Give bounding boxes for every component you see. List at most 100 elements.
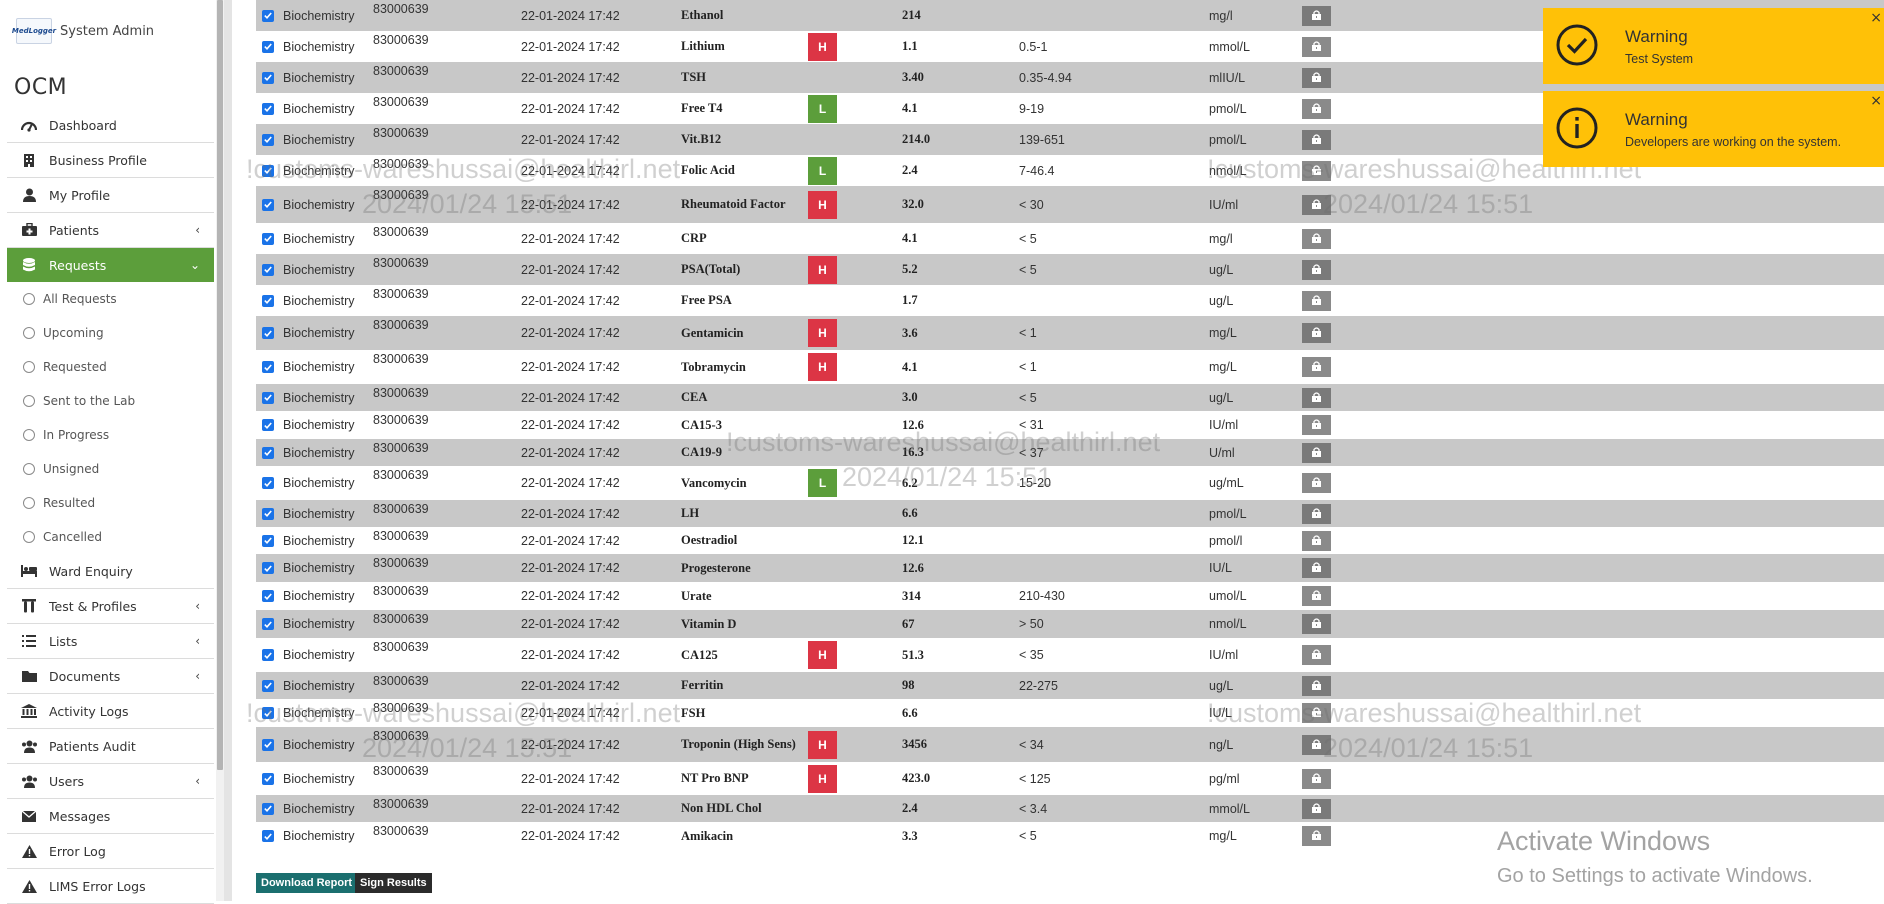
- row-checkbox[interactable]: [262, 477, 274, 489]
- brand[interactable]: MedLogger System Admin: [12, 16, 155, 46]
- close-icon[interactable]: ×: [1870, 10, 1882, 26]
- row-checkbox[interactable]: [262, 772, 274, 785]
- sidebar-subitem-in-progress[interactable]: In Progress: [7, 418, 214, 452]
- row-action-cell: [1302, 795, 1331, 822]
- row-action-button[interactable]: [1302, 259, 1331, 280]
- row-checkbox[interactable]: [262, 507, 274, 520]
- date-cell: 22-01-2024 17:42: [521, 293, 620, 308]
- row-checkbox[interactable]: [262, 738, 274, 751]
- sign-results-button[interactable]: Sign Results: [355, 873, 432, 893]
- row-action-button[interactable]: [1302, 614, 1331, 634]
- row-action-button[interactable]: [1302, 734, 1331, 755]
- row-checkbox[interactable]: [262, 649, 274, 661]
- table-row: Biochemistry 83000639 22-01-2024 17:42 Prog…: [256, 554, 1884, 582]
- row-action-button[interactable]: [1302, 67, 1331, 88]
- row-action-button[interactable]: [1302, 703, 1331, 723]
- sidebar-item-users[interactable]: Users ‹: [7, 764, 214, 799]
- sidebar-item-my-profile[interactable]: My Profile: [7, 178, 214, 213]
- department-cell: Biochemistry: [283, 706, 355, 720]
- row-action-button[interactable]: [1302, 323, 1331, 343]
- row-action-button[interactable]: [1302, 768, 1331, 789]
- row-action-button[interactable]: [1302, 473, 1331, 493]
- sidebar-item-messages[interactable]: Messages: [7, 799, 214, 834]
- row-checkbox[interactable]: [262, 133, 274, 146]
- sidebar-scrollbar[interactable]: [216, 0, 224, 901]
- sidebar-subitem-unsigned[interactable]: Unsigned: [7, 452, 214, 486]
- reference-range-cell: 0.5-1: [1019, 39, 1048, 54]
- download-report-button[interactable]: Download Report: [256, 873, 358, 893]
- row-action-button[interactable]: [1302, 503, 1331, 524]
- row-checkbox[interactable]: [262, 618, 274, 630]
- row-action-button[interactable]: [1302, 129, 1331, 150]
- unit-cell: U/ml: [1209, 445, 1235, 460]
- sidebar-item-error-log[interactable]: Error Log: [7, 834, 214, 869]
- row-checkbox[interactable]: [262, 830, 274, 842]
- row-action-button[interactable]: [1302, 675, 1331, 696]
- row-checkbox[interactable]: [262, 198, 274, 211]
- department-cell: Biochemistry: [283, 561, 355, 575]
- sidebar-subitem-all-requests[interactable]: All Requests: [7, 282, 214, 316]
- row-checkbox[interactable]: [262, 294, 274, 307]
- row-checkbox[interactable]: [262, 9, 274, 22]
- sidebar-item-requests[interactable]: Requests ⌄: [7, 248, 214, 282]
- row-checkbox[interactable]: [262, 164, 274, 177]
- row-action-button[interactable]: [1302, 194, 1331, 215]
- row-action-button[interactable]: [1302, 442, 1331, 463]
- result-value-cell: 4.1: [902, 101, 918, 115]
- sidebar-subitem-cancelled[interactable]: Cancelled: [7, 520, 214, 554]
- row-checkbox[interactable]: [262, 263, 274, 276]
- test-name-cell: Rheumatoid Factor: [681, 197, 786, 211]
- sidebar-item-patients-audit[interactable]: Patients Audit: [7, 729, 214, 764]
- sidebar-subitem-sent-to-lab[interactable]: Sent to the Lab: [7, 384, 214, 418]
- row-action-button[interactable]: [1302, 290, 1331, 311]
- row-checkbox[interactable]: [262, 40, 274, 53]
- sidebar-subitem-requested[interactable]: Requested: [7, 350, 214, 384]
- row-checkbox[interactable]: [262, 232, 274, 245]
- row-checkbox[interactable]: [262, 71, 274, 84]
- sidebar-item-lims-error-logs[interactable]: LIMS Error Logs: [7, 869, 214, 904]
- activate-windows-title: Activate Windows: [1497, 826, 1711, 856]
- row-action-button[interactable]: [1302, 36, 1331, 57]
- row-action-button[interactable]: [1302, 357, 1331, 377]
- row-action-button[interactable]: [1302, 645, 1331, 665]
- row-action-button[interactable]: [1302, 826, 1331, 846]
- row-action-button[interactable]: [1302, 558, 1331, 578]
- row-checkbox[interactable]: [262, 419, 274, 431]
- row-action-button[interactable]: [1302, 415, 1331, 435]
- sidebar-item-test-profiles[interactable]: Test & Profiles ‹: [7, 589, 214, 624]
- row-action-button[interactable]: [1302, 160, 1331, 181]
- row-checkbox[interactable]: [262, 102, 274, 115]
- sidebar-item-patients[interactable]: Patients ‹: [7, 213, 214, 248]
- close-icon[interactable]: ×: [1870, 93, 1882, 109]
- row-action-button[interactable]: [1302, 586, 1331, 606]
- row-checkbox[interactable]: [262, 679, 274, 692]
- row-select-cell: [262, 439, 274, 466]
- brand-name: System Admin: [60, 23, 155, 39]
- row-checkbox[interactable]: [262, 534, 274, 547]
- row-checkbox[interactable]: [262, 446, 274, 459]
- row-checkbox[interactable]: [262, 391, 274, 404]
- sidebar-item-activity-logs[interactable]: Activity Logs: [7, 694, 214, 729]
- row-action-button[interactable]: [1302, 387, 1331, 408]
- row-action-cell: [1302, 186, 1331, 223]
- row-action-cell: [1302, 411, 1331, 439]
- sidebar-item-business-profile[interactable]: Business Profile: [7, 143, 214, 178]
- sidebar-subitem-upcoming[interactable]: Upcoming: [7, 316, 214, 350]
- row-checkbox[interactable]: [262, 327, 274, 339]
- sidebar-subitem-resulted[interactable]: Resulted: [7, 486, 214, 520]
- row-checkbox[interactable]: [262, 802, 274, 815]
- sidebar-item-lists[interactable]: Lists ‹: [7, 624, 214, 659]
- row-checkbox[interactable]: [262, 707, 274, 719]
- row-checkbox[interactable]: [262, 562, 274, 574]
- row-action-button[interactable]: [1302, 228, 1331, 249]
- row-checkbox[interactable]: [262, 361, 274, 373]
- row-checkbox[interactable]: [262, 590, 274, 602]
- sidebar-item-ward-enquiry[interactable]: Ward Enquiry: [7, 554, 214, 589]
- row-action-button[interactable]: [1302, 5, 1331, 26]
- row-action-button[interactable]: [1302, 98, 1331, 119]
- sidebar-item-documents[interactable]: Documents ‹: [7, 659, 214, 694]
- sidebar-item-dashboard[interactable]: Dashboard: [7, 108, 214, 143]
- row-action-button[interactable]: [1302, 798, 1331, 819]
- sidebar-scrollbar-thumb[interactable]: [217, 0, 223, 770]
- row-action-button[interactable]: [1302, 530, 1331, 551]
